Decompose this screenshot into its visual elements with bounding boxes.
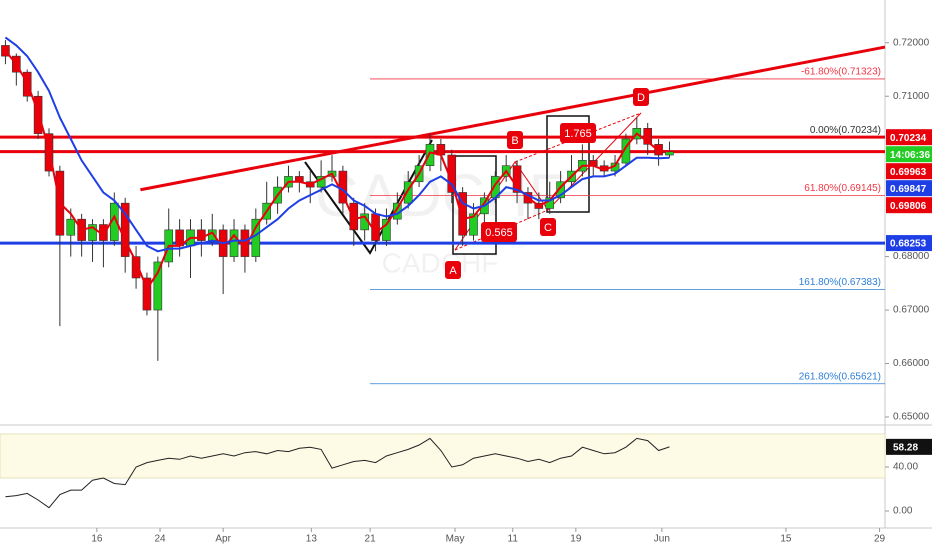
- point-label: D: [637, 92, 645, 104]
- y-tick-label: 0.72000: [893, 37, 930, 48]
- candle-body: [66, 218, 76, 236]
- x-tick-label: 19: [570, 534, 582, 545]
- point-badge: [507, 131, 523, 149]
- pattern-box: [452, 155, 497, 255]
- rsi-tick-label: 0.00: [893, 506, 913, 517]
- watermark-small: CADCHF: [382, 247, 499, 278]
- candle-body: [643, 128, 652, 145]
- candle-body: [621, 138, 631, 164]
- x-tick-label: Apr: [215, 534, 231, 545]
- ratio-badge: [481, 222, 517, 242]
- point-badge: [445, 261, 461, 279]
- fib-label: 0.00%(0.70234): [810, 125, 881, 136]
- rsi-tick-label: 40.00: [893, 462, 918, 473]
- x-tick-label: 21: [365, 534, 377, 545]
- y-tick-label: 0.71000: [893, 91, 930, 102]
- y-tick-label: 0.67000: [893, 305, 930, 316]
- point-label: A: [449, 265, 457, 277]
- point-badge: [633, 88, 649, 106]
- candle-body: [338, 170, 348, 204]
- candle-body: [469, 213, 478, 236]
- moving-average: [4, 36, 670, 253]
- ratio-label: 0.565: [485, 227, 513, 239]
- candle-body: [665, 151, 674, 156]
- point-label: B: [511, 135, 518, 147]
- y-tick-label: 0.66000: [893, 358, 930, 369]
- fib-label: -61.80%(0.71323): [801, 67, 881, 78]
- x-tick-label: Jun: [654, 534, 670, 545]
- x-tick-label: 13: [306, 534, 318, 545]
- fib-label: 161.80%(0.67383): [799, 277, 881, 288]
- price-label-bg: [886, 235, 932, 252]
- point-badge: [540, 218, 556, 236]
- candle-body: [382, 218, 391, 241]
- price-label: 0.68253: [890, 239, 927, 250]
- candle-body: [512, 165, 522, 193]
- rsi-value-bg: [886, 438, 932, 455]
- price-label-bg: [886, 197, 932, 214]
- price-label: 0.69847: [890, 184, 927, 195]
- price-label-bg: [886, 129, 932, 146]
- point-label: C: [544, 222, 552, 234]
- price-label: 0.69806: [890, 201, 927, 212]
- price-label-bg: [886, 146, 932, 163]
- candle-body: [425, 144, 435, 167]
- x-tick-label: 29: [874, 534, 886, 545]
- candle-body: [403, 181, 413, 204]
- candle-body: [153, 261, 163, 311]
- x-tick-label: 24: [154, 534, 166, 545]
- x-tick-label: 11: [508, 534, 519, 545]
- candle-body: [349, 202, 359, 231]
- x-tick-label: 16: [91, 534, 103, 545]
- candle-body: [197, 229, 206, 241]
- fib-label: 61.80%(0.69145): [804, 183, 881, 194]
- ratio-badge: [560, 123, 596, 143]
- zigzag: [304, 139, 433, 255]
- candle-body: [131, 256, 141, 279]
- price-label: 0.70234: [890, 133, 927, 144]
- price-label: 0.69963: [890, 167, 927, 178]
- rsi-value-label: 58.28: [893, 443, 918, 454]
- moving-average: [4, 50, 670, 291]
- price-label: 14:06:36: [890, 150, 930, 161]
- candle-body: [88, 224, 97, 241]
- candle-body: [458, 192, 467, 236]
- trendline: [140, 45, 886, 192]
- price-label-bg: [886, 163, 932, 180]
- y-tick-label: 0.68000: [893, 251, 930, 262]
- y-tick-label: 0.65000: [893, 412, 930, 423]
- rsi-line: [5, 437, 670, 509]
- fib-label: 261.80%(0.65621): [799, 371, 881, 382]
- x-tick-label: 15: [780, 534, 792, 545]
- candle-body: [556, 181, 565, 199]
- candle-body: [229, 229, 239, 257]
- ratio-label: 1.765: [564, 128, 592, 140]
- price-label-bg: [886, 180, 932, 197]
- x-tick-label: May: [446, 534, 465, 545]
- rsi-band: [0, 433, 886, 479]
- candle-body: [142, 277, 152, 311]
